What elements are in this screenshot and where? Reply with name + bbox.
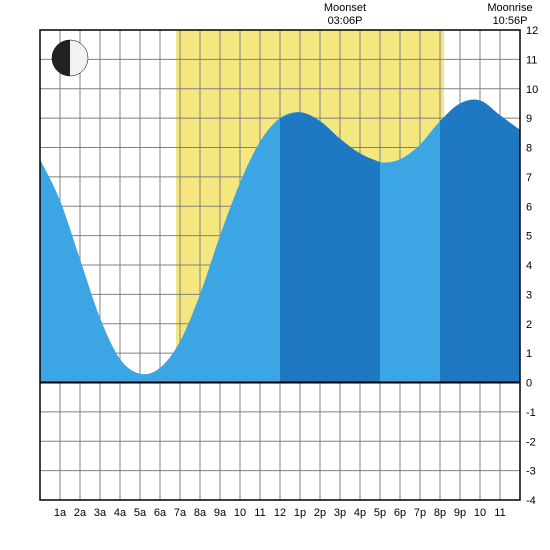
svg-text:2p: 2p [314, 507, 326, 519]
svg-text:11: 11 [254, 507, 265, 519]
svg-text:7a: 7a [174, 507, 187, 519]
svg-text:2a: 2a [74, 507, 87, 519]
svg-text:8a: 8a [194, 507, 207, 519]
moonrise-title: Moonrise [480, 2, 540, 15]
svg-text:5: 5 [526, 231, 532, 243]
moonrise-time: 10:56P [480, 15, 540, 28]
svg-text:-1: -1 [526, 407, 536, 419]
svg-text:10: 10 [526, 84, 538, 96]
svg-text:-2: -2 [526, 436, 536, 448]
svg-text:3a: 3a [94, 507, 107, 519]
svg-text:10: 10 [234, 507, 246, 519]
svg-text:11: 11 [494, 507, 505, 519]
tide-chart: 1211109876543210-1-2-3-41a2a3a4a5a6a7a8a… [0, 0, 550, 550]
svg-text:3p: 3p [334, 507, 346, 519]
svg-text:6: 6 [526, 201, 532, 213]
svg-text:12: 12 [274, 507, 286, 519]
svg-text:9a: 9a [214, 507, 227, 519]
svg-text:1: 1 [526, 348, 532, 360]
svg-text:-4: -4 [526, 495, 536, 507]
svg-text:9: 9 [526, 113, 532, 125]
svg-text:8: 8 [526, 143, 532, 155]
svg-text:8p: 8p [434, 507, 446, 519]
svg-text:4p: 4p [354, 507, 366, 519]
svg-text:1p: 1p [294, 507, 306, 519]
svg-text:4: 4 [526, 260, 532, 272]
svg-text:7p: 7p [414, 507, 426, 519]
svg-text:4a: 4a [114, 507, 127, 519]
svg-text:9p: 9p [454, 507, 466, 519]
svg-text:11: 11 [526, 54, 537, 66]
svg-text:6p: 6p [394, 507, 406, 519]
svg-text:2: 2 [526, 319, 532, 331]
svg-text:5a: 5a [134, 507, 147, 519]
svg-text:1a: 1a [54, 507, 67, 519]
moonset-title: Moonset [315, 2, 375, 15]
svg-text:5p: 5p [374, 507, 386, 519]
svg-text:6a: 6a [154, 507, 167, 519]
moonrise-label: Moonrise 10:56P [480, 2, 540, 28]
moonset-time: 03:06P [315, 15, 375, 28]
svg-text:7: 7 [526, 172, 532, 184]
svg-text:-3: -3 [526, 466, 536, 478]
svg-text:0: 0 [526, 378, 532, 390]
svg-text:10: 10 [474, 507, 486, 519]
svg-text:3: 3 [526, 289, 532, 301]
moonset-label: Moonset 03:06P [315, 2, 375, 28]
